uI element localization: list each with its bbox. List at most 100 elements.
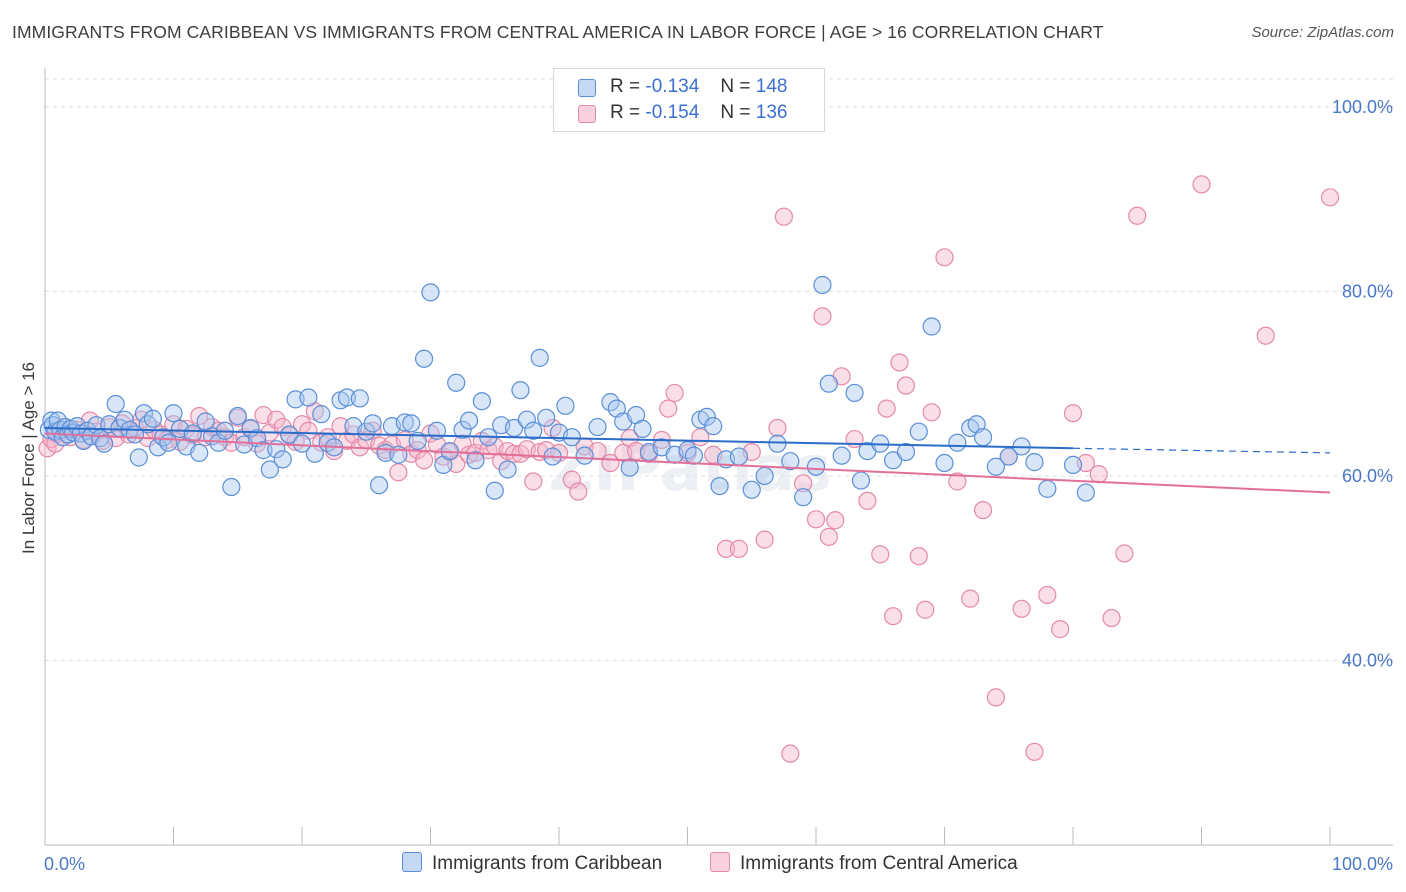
trend-line-central-america xyxy=(44,432,1331,494)
point-central-america xyxy=(883,607,903,626)
point-central-america xyxy=(986,688,1006,707)
point-caribbean xyxy=(935,453,954,473)
point-caribbean xyxy=(370,476,389,495)
point-caribbean xyxy=(530,348,549,367)
point-caribbean xyxy=(421,283,440,302)
point-caribbean xyxy=(273,450,292,469)
point-caribbean xyxy=(986,457,1006,476)
point-caribbean xyxy=(755,466,774,486)
point-central-america xyxy=(826,511,845,530)
point-caribbean xyxy=(524,421,543,440)
point-caribbean xyxy=(260,460,279,479)
point-caribbean xyxy=(1063,455,1083,474)
point-central-america xyxy=(1128,206,1147,225)
point-caribbean xyxy=(729,447,749,466)
gridlines xyxy=(45,78,1393,661)
point-caribbean xyxy=(498,460,517,479)
point-caribbean xyxy=(781,452,800,471)
point-caribbean xyxy=(254,441,273,460)
point-caribbean xyxy=(832,446,851,465)
point-central-america xyxy=(665,383,684,403)
point-central-america xyxy=(1320,188,1340,207)
correlation-legend: R = -0.134 N = 148 R = -0.154 N = 136 xyxy=(553,68,825,132)
point-caribbean xyxy=(183,424,202,443)
y-tick-labels: 40.0% 60.0% 80.0% 100.0% xyxy=(1332,97,1393,671)
point-central-america xyxy=(1051,620,1070,639)
point-central-america xyxy=(1063,404,1083,423)
point-caribbean xyxy=(337,388,357,407)
x-tick-label-min: 0.0% xyxy=(44,854,85,874)
point-caribbean xyxy=(999,447,1018,466)
point-caribbean xyxy=(466,451,485,470)
point-caribbean xyxy=(350,389,369,408)
point-central-america xyxy=(877,399,896,418)
point-caribbean xyxy=(228,406,247,426)
y-tick-label: 40.0% xyxy=(1342,650,1393,670)
point-central-america xyxy=(909,547,928,566)
point-caribbean xyxy=(190,443,209,462)
point-caribbean xyxy=(973,428,993,447)
point-central-america xyxy=(858,491,877,510)
point-central-america xyxy=(524,472,543,491)
legend-swatch-pink xyxy=(710,852,730,872)
point-caribbean xyxy=(280,425,299,444)
point-central-america xyxy=(819,527,838,546)
point-central-america xyxy=(1089,465,1108,484)
point-caribbean xyxy=(517,410,536,429)
point-central-america xyxy=(1256,326,1275,345)
point-central-america xyxy=(794,474,813,493)
point-caribbean xyxy=(896,442,916,462)
point-central-america xyxy=(935,248,954,267)
point-caribbean xyxy=(575,446,594,465)
legend-label-caribbean: Immigrants from Caribbean xyxy=(432,853,663,874)
point-caribbean xyxy=(620,458,639,477)
point-central-america xyxy=(916,600,935,619)
point-caribbean xyxy=(159,433,178,452)
legend-item-caribbean: Immigrants from Caribbean xyxy=(402,852,662,875)
point-caribbean xyxy=(845,383,864,403)
point-central-america xyxy=(543,418,562,438)
point-caribbean xyxy=(154,428,173,447)
n-value: 148 xyxy=(755,76,788,97)
n-label: N = xyxy=(720,76,751,97)
point-caribbean xyxy=(129,448,148,467)
y-tick-label: 80.0% xyxy=(1342,281,1393,301)
point-caribbean xyxy=(601,393,620,412)
point-caribbean xyxy=(134,404,154,423)
point-caribbean xyxy=(395,413,414,432)
point-caribbean xyxy=(806,457,826,476)
n-label: N = xyxy=(720,102,751,123)
y-tick-label: 60.0% xyxy=(1342,466,1393,486)
point-caribbean xyxy=(851,471,871,490)
r-value: -0.154 xyxy=(645,102,700,123)
point-caribbean xyxy=(414,349,434,368)
point-caribbean xyxy=(1038,479,1057,498)
point-central-america xyxy=(1025,742,1044,761)
point-central-america xyxy=(768,418,787,438)
point-caribbean xyxy=(948,433,967,452)
point-central-america xyxy=(569,482,588,501)
point-central-america xyxy=(389,463,408,482)
point-caribbean xyxy=(106,394,125,414)
point-central-america xyxy=(973,500,993,520)
point-central-america xyxy=(871,545,890,564)
trend-lines xyxy=(44,426,1331,494)
chart-title: IMMIGRANTS FROM CARIBBEAN VS IMMIGRANTS … xyxy=(12,22,1104,42)
point-caribbean xyxy=(562,428,581,447)
trend-line-caribbean xyxy=(44,426,1074,450)
y-tick-label: 100.0% xyxy=(1332,97,1393,117)
point-caribbean xyxy=(909,422,928,441)
point-caribbean xyxy=(588,417,607,437)
legend-swatch-blue xyxy=(578,79,596,97)
point-caribbean xyxy=(710,477,729,496)
point-caribbean xyxy=(511,381,530,400)
series-caribbean-points xyxy=(39,275,1095,507)
point-caribbean xyxy=(292,434,312,453)
point-central-america xyxy=(806,510,826,529)
point-caribbean xyxy=(1076,483,1095,502)
point-central-america xyxy=(948,472,967,491)
point-central-america xyxy=(774,207,793,226)
r-value: -0.134 xyxy=(645,76,700,97)
point-central-america xyxy=(729,539,749,558)
point-central-america xyxy=(813,307,832,326)
